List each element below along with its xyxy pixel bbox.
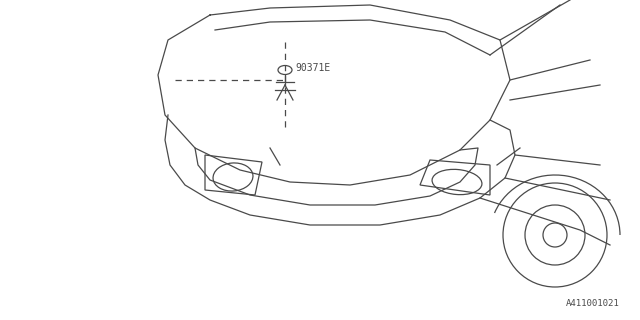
Text: 90371E: 90371E bbox=[295, 63, 330, 73]
Text: A411001021: A411001021 bbox=[566, 299, 620, 308]
